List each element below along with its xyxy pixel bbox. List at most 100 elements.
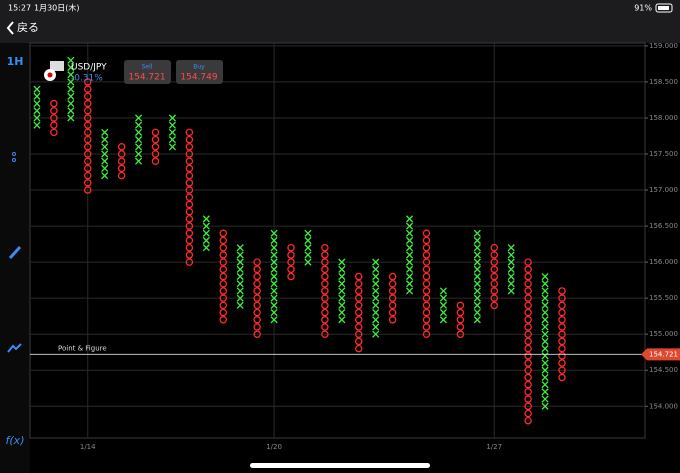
o-box (422, 236, 431, 245)
x-column (406, 215, 414, 295)
back-button[interactable]: 戻る (17, 21, 39, 34)
o-box (558, 316, 566, 324)
o-box (219, 308, 228, 317)
o-box (117, 157, 126, 165)
o-box (456, 316, 465, 324)
function-button[interactable]: f(x) (6, 434, 25, 447)
x-box (236, 287, 244, 295)
o-box (321, 330, 329, 338)
x-box (270, 309, 278, 317)
o-box (253, 323, 261, 331)
x-box (168, 136, 177, 144)
o-box (84, 128, 92, 137)
x-box (270, 301, 278, 309)
x-box (33, 92, 41, 100)
home-indicator (250, 463, 430, 468)
o-box (524, 388, 532, 396)
x-box (406, 265, 414, 273)
x-column (439, 287, 448, 324)
x-column (473, 229, 481, 324)
o-box (84, 179, 92, 187)
x-box (101, 128, 109, 136)
o-column (117, 143, 126, 180)
o-box (355, 316, 363, 324)
o-box (253, 265, 261, 274)
o-box (558, 308, 566, 317)
o-box (219, 251, 228, 259)
o-box (422, 272, 431, 281)
x-box (473, 280, 481, 288)
o-box (490, 287, 499, 295)
back-icon[interactable] (6, 21, 14, 35)
x-box (135, 121, 143, 129)
o-box (388, 294, 397, 302)
x-box (67, 92, 75, 100)
o-box (253, 258, 261, 266)
x-box (406, 272, 414, 281)
o-box (185, 164, 194, 173)
o-box (185, 215, 194, 223)
buy-button[interactable] (176, 60, 223, 84)
x-box (338, 294, 346, 302)
x-box (541, 402, 549, 410)
o-box (84, 157, 92, 165)
o-box (219, 301, 228, 310)
o-column (50, 99, 58, 137)
x-box (372, 280, 380, 288)
x-box (406, 222, 414, 230)
x-box (406, 215, 414, 223)
chart-type-icon[interactable] (7, 343, 22, 353)
sell-button[interactable] (124, 60, 171, 84)
o-box (151, 135, 160, 144)
current-price-tag (641, 348, 680, 361)
y-tick-label: 154.000 (649, 402, 678, 410)
x-box (473, 265, 481, 273)
o-box (117, 150, 126, 158)
x-box (270, 229, 278, 237)
x-box (236, 280, 244, 288)
o-box (321, 316, 329, 324)
y-tick-label: 156.500 (649, 222, 678, 230)
o-column (422, 229, 431, 338)
draw-icon[interactable] (8, 245, 22, 260)
y-tick-label: 154.500 (649, 366, 678, 374)
o-box (185, 135, 194, 144)
x-box (33, 85, 41, 93)
o-box (524, 294, 532, 302)
o-box (558, 352, 566, 360)
o-box (185, 150, 194, 158)
x-column (372, 258, 380, 338)
x-box (67, 56, 75, 64)
o-box (219, 287, 228, 295)
o-box (219, 265, 228, 274)
o-box (422, 258, 431, 266)
o-box (321, 258, 329, 266)
x-box (67, 107, 75, 115)
x-box (473, 272, 481, 281)
x-column (168, 114, 177, 151)
x-box (473, 229, 481, 237)
grid: 159.000 158.500 158.000 157.500 157.000 156.5… (30, 42, 678, 451)
x-box (33, 121, 41, 129)
o-box (185, 236, 194, 245)
o-box (524, 373, 532, 382)
y-tick-label: 157.000 (649, 186, 678, 194)
indicator-icon[interactable] (12, 152, 16, 162)
o-box (490, 251, 499, 259)
x-box (304, 236, 312, 245)
x-box (338, 272, 346, 281)
x-box (541, 316, 549, 324)
o-box (84, 85, 92, 93)
status-time: 15:27 (8, 4, 31, 13)
o-box (253, 330, 261, 338)
x-box (304, 229, 312, 237)
timeframe-button[interactable]: 1H (7, 55, 24, 68)
y-tick-label: 158.000 (649, 114, 678, 122)
x-box (270, 280, 278, 288)
x-box (338, 316, 346, 324)
x-box (507, 251, 515, 259)
ticker-panel: USD/JPY -0.31% Sell 154.721 Buy 154.749 (44, 60, 223, 84)
o-box (117, 143, 126, 151)
o-box (558, 344, 566, 353)
x-column (67, 56, 75, 122)
